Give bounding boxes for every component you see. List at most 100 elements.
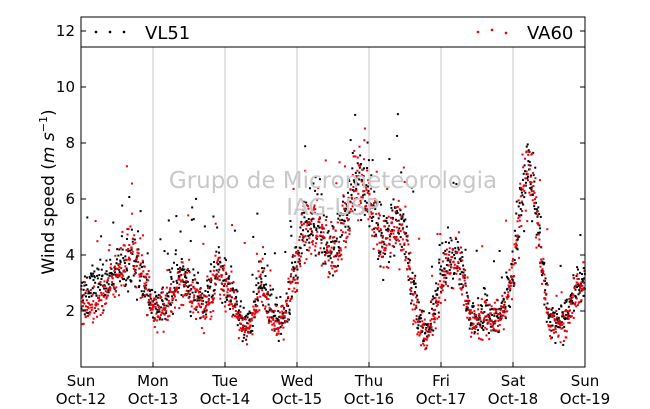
- data-point: [136, 248, 139, 251]
- data-point: [187, 270, 190, 273]
- data-point: [285, 311, 288, 314]
- data-point: [378, 201, 381, 204]
- data-point: [570, 315, 573, 318]
- data-point: [152, 319, 155, 322]
- data-point: [145, 284, 148, 287]
- data-point: [335, 237, 338, 240]
- data-point: [277, 330, 280, 333]
- data-point: [415, 296, 418, 299]
- x-tick-label-date: Oct-12: [56, 390, 106, 408]
- data-point: [212, 298, 215, 301]
- data-point: [377, 257, 380, 260]
- data-point: [557, 322, 560, 325]
- data-point: [107, 283, 110, 286]
- series-va60: [80, 127, 586, 351]
- data-point: [197, 271, 200, 274]
- data-point: [338, 161, 341, 164]
- data-point: [572, 317, 575, 320]
- data-point: [81, 294, 84, 297]
- data-point: [395, 239, 398, 242]
- data-point: [239, 300, 242, 303]
- data-point: [348, 178, 351, 181]
- data-point: [91, 293, 94, 296]
- data-point: [525, 145, 528, 148]
- data-point: [282, 326, 285, 329]
- data-point: [481, 245, 484, 248]
- data-point: [129, 251, 132, 254]
- data-point: [575, 275, 578, 278]
- data-point: [139, 264, 142, 267]
- data-point: [178, 278, 181, 281]
- data-point: [537, 231, 540, 234]
- data-point: [445, 263, 448, 266]
- data-point: [384, 249, 387, 252]
- data-point: [437, 283, 440, 286]
- data-point: [419, 314, 422, 317]
- data-point: [236, 315, 239, 318]
- data-point: [580, 300, 583, 303]
- data-point: [373, 231, 376, 234]
- data-point: [527, 160, 530, 163]
- data-point: [155, 312, 158, 315]
- data-point: [367, 218, 370, 221]
- data-point: [296, 276, 299, 279]
- data-point: [580, 299, 583, 302]
- data-point: [210, 315, 213, 318]
- data-point: [121, 248, 124, 251]
- data-point: [386, 237, 389, 240]
- data-point: [526, 173, 529, 176]
- data-point: [181, 269, 184, 272]
- data-point: [262, 304, 265, 307]
- data-point: [533, 180, 536, 183]
- data-point: [201, 302, 204, 305]
- data-point: [174, 288, 177, 291]
- data-point: [501, 305, 504, 308]
- data-point: [517, 217, 520, 220]
- data-point: [537, 222, 540, 225]
- data-point: [330, 221, 333, 224]
- data-point: [558, 326, 561, 329]
- data-point: [207, 287, 210, 290]
- data-point: [396, 211, 399, 214]
- data-point: [569, 299, 572, 302]
- data-point: [530, 153, 533, 156]
- data-point: [531, 199, 534, 202]
- data-point: [315, 234, 318, 237]
- data-point: [210, 279, 213, 282]
- data-point: [186, 267, 189, 270]
- data-point: [253, 308, 256, 311]
- data-point: [380, 256, 383, 259]
- data-point: [508, 268, 511, 271]
- data-point: [154, 302, 157, 305]
- data-point: [305, 228, 308, 231]
- data-point: [90, 303, 93, 306]
- data-point: [364, 207, 367, 210]
- data-point: [305, 201, 308, 204]
- data-point: [288, 312, 291, 315]
- data-point: [124, 265, 127, 268]
- data-point: [310, 252, 313, 255]
- data-point: [370, 174, 373, 177]
- data-point: [195, 308, 198, 311]
- data-point: [100, 291, 103, 294]
- data-point: [399, 236, 402, 239]
- data-point: [406, 234, 409, 237]
- data-point: [478, 313, 481, 316]
- data-point: [499, 319, 502, 322]
- data-point: [153, 326, 156, 329]
- data-point: [497, 313, 500, 316]
- data-point: [102, 292, 105, 295]
- data-point: [328, 254, 331, 257]
- data-point: [507, 295, 510, 298]
- data-point: [290, 281, 293, 284]
- data-point: [451, 256, 454, 259]
- data-point: [354, 197, 357, 200]
- data-point: [106, 291, 109, 294]
- data-point: [266, 297, 269, 300]
- data-point: [316, 230, 319, 233]
- data-point: [92, 317, 95, 320]
- data-point: [109, 287, 112, 290]
- data-point: [170, 277, 173, 280]
- data-point: [166, 292, 169, 295]
